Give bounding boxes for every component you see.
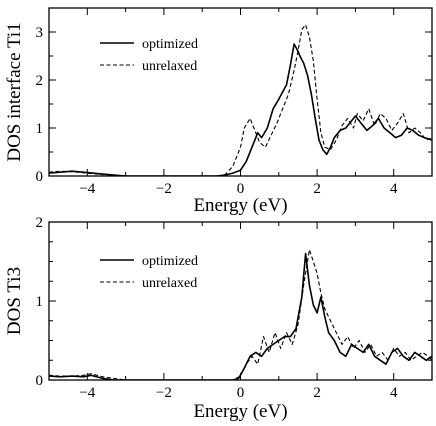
- y-tick-label: 0: [36, 169, 44, 185]
- x-tick-label: 4: [390, 385, 398, 401]
- legend-label-optimized: optimized: [142, 37, 198, 52]
- x-tick-label: −4: [79, 385, 95, 401]
- series-line-unrelaxed: [49, 24, 432, 176]
- legend-label-unrelaxed: unrelaxed: [142, 59, 197, 74]
- x-tick-label: 2: [313, 181, 321, 197]
- y-tick-label: 2: [36, 73, 44, 89]
- series-line-optimized: [49, 252, 432, 380]
- x-tick-label: 2: [313, 385, 321, 401]
- x-axis-title: Energy (eV): [193, 401, 287, 422]
- x-tick-label: 0: [237, 181, 245, 197]
- x-tick-label: −2: [156, 181, 172, 197]
- y-axis-title: DOS Ti3: [4, 267, 25, 335]
- legend: optimized unrelaxed: [100, 254, 198, 291]
- y-axis-title: DOS interface Ti1: [4, 22, 25, 161]
- x-tick-label: 4: [390, 181, 398, 197]
- x-axis-title: Energy (eV): [193, 195, 287, 216]
- panel-2: −4 −2 0 2 4 0 1 2 Energy (eV) DOS Ti3 optimized unr…: [4, 215, 433, 422]
- legend: optimized unrelaxed: [100, 37, 198, 74]
- y-tick-label: 3: [36, 25, 44, 41]
- y-tick-label: 2: [36, 215, 44, 231]
- y-tick-label: 1: [36, 294, 44, 310]
- legend-label-optimized: optimized: [142, 254, 198, 269]
- series-line-optimized: [49, 43, 432, 176]
- x-tick-label: −2: [156, 385, 172, 401]
- series-line-unrelaxed: [49, 249, 432, 380]
- legend-label-unrelaxed: unrelaxed: [142, 276, 197, 291]
- plot-frame: [48, 7, 433, 177]
- y-tick-label: 0: [36, 373, 44, 389]
- y-tick-label: 1: [36, 121, 44, 137]
- panel-1: −4 −2 0 2 4 0 1 2 3 Energy (eV) DOS interface Ti1 o…: [4, 7, 433, 216]
- x-tick-label: −4: [79, 181, 95, 197]
- x-tick-label: 0: [237, 385, 245, 401]
